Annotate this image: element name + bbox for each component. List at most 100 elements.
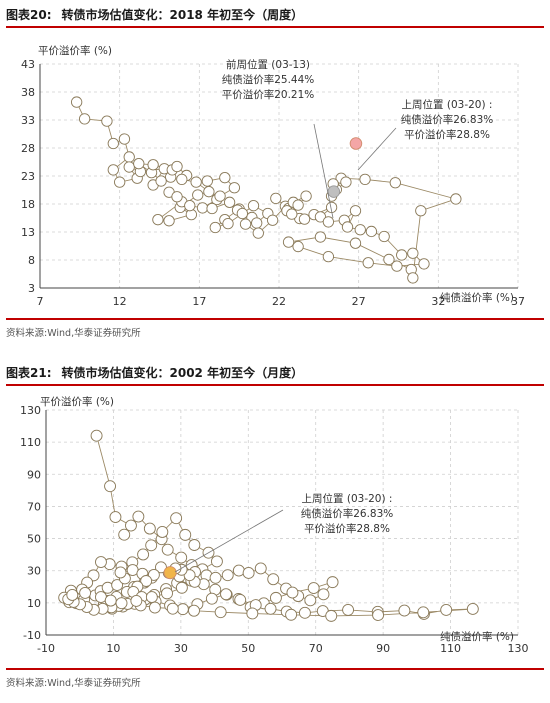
data-point <box>70 96 83 108</box>
data-point <box>183 569 196 582</box>
y-tick-label: 50 <box>27 533 41 546</box>
data-point <box>145 591 158 604</box>
x-tick-label: 50 <box>241 642 255 655</box>
x-tick-label: 17 <box>192 295 206 308</box>
x-tick-label: 37 <box>511 295 525 308</box>
data-point <box>341 221 354 233</box>
y-tick-label: 18 <box>21 198 35 211</box>
data-point <box>322 216 335 228</box>
annotation-text: 上周位置 (03-20) : <box>402 98 493 111</box>
data-point <box>155 175 167 187</box>
annotation-text: 平价溢价率28.8% <box>404 128 490 141</box>
data-point <box>104 594 117 607</box>
data-point <box>349 205 362 217</box>
data-point <box>239 218 252 230</box>
data-point <box>190 176 202 188</box>
data-point <box>450 193 462 205</box>
highlight-last-week-point <box>349 137 363 150</box>
data-point <box>466 603 479 615</box>
data-point <box>354 224 366 236</box>
data-point <box>179 528 192 541</box>
data-point <box>104 480 117 493</box>
x-tick-label: 30 <box>174 642 188 655</box>
data-point <box>317 588 330 601</box>
data-point <box>171 191 183 203</box>
figure-20-source: 资料来源:Wind,华泰证券研究所 <box>6 328 141 339</box>
data-point <box>214 606 227 619</box>
data-point <box>114 176 126 188</box>
data-point <box>285 608 298 621</box>
figure-20-title: 转债市场估值变化：2018 年初至今（周度） <box>61 8 304 22</box>
annotation-text: 平价溢价率20.21% <box>222 88 315 101</box>
figure-20-caption: 图表20: 转债市场估值变化：2018 年初至今（周度） <box>6 6 303 23</box>
data-point <box>209 571 222 584</box>
data-point <box>137 548 150 561</box>
data-point <box>264 602 277 615</box>
data-point <box>242 567 255 579</box>
y-tick-label: 13 <box>21 226 35 239</box>
data-point <box>292 240 304 253</box>
data-point <box>251 217 263 229</box>
annotation-text: 前周位置 (03-13) <box>226 58 310 71</box>
data-point <box>125 519 137 532</box>
annotation-text: 平价溢价率28.8% <box>304 522 390 535</box>
figure-21-header: 图表21: 转债市场估值变化：2002 年初至今（月度） <box>6 362 544 386</box>
data-point <box>246 607 259 620</box>
data-point <box>161 543 174 556</box>
figure-21-footer: 资料来源:Wind,华泰证券研究所 <box>6 668 544 689</box>
data-point <box>254 562 267 575</box>
data-point <box>304 594 317 607</box>
data-point <box>407 272 419 284</box>
data-point <box>340 176 352 188</box>
x-tick-label: 12 <box>113 295 127 308</box>
x-tick-label: 32 <box>431 295 445 308</box>
data-point <box>118 133 131 145</box>
data-point <box>133 158 145 170</box>
data-point <box>269 591 282 604</box>
x-tick-label: 7 <box>37 295 44 308</box>
data-point <box>236 207 249 220</box>
data-point <box>209 221 221 234</box>
y-tick-label: 130 <box>20 404 41 417</box>
data-point <box>66 589 79 601</box>
data-point <box>221 569 234 582</box>
data-point <box>203 186 215 198</box>
x-tick-label: 110 <box>440 642 461 655</box>
data-point <box>252 227 264 239</box>
y-tick-label: 10 <box>27 597 41 610</box>
data-point <box>286 586 299 599</box>
data-point <box>111 579 124 591</box>
x-axis-title: 纯债溢价率 (%) <box>440 630 514 643</box>
y-tick-label: 90 <box>27 468 41 481</box>
data-point <box>307 582 320 595</box>
y-tick-label: 23 <box>21 170 35 183</box>
data-point <box>228 182 241 194</box>
annotation-text: 纯债溢价率26.83% <box>401 113 494 126</box>
data-point <box>326 576 339 589</box>
data-point <box>123 161 135 173</box>
data-point <box>220 588 232 601</box>
data-point <box>267 573 280 586</box>
y-tick-label: 33 <box>21 114 35 127</box>
data-point <box>440 603 453 616</box>
data-point <box>147 568 160 581</box>
data-point <box>391 260 403 272</box>
data-point <box>95 556 107 568</box>
data-point <box>298 606 311 619</box>
data-point <box>114 566 127 579</box>
data-point <box>176 173 188 186</box>
annotation-text: 纯债溢价率26.83% <box>301 507 394 520</box>
data-point <box>349 237 362 249</box>
highlight-last-week-point <box>163 566 177 580</box>
data-point <box>196 202 209 214</box>
x-tick-label: 27 <box>352 295 366 308</box>
data-point <box>247 200 260 212</box>
figure-20-label: 图表20: <box>6 8 52 22</box>
data-point <box>175 551 188 564</box>
data-point <box>148 601 161 614</box>
data-point <box>115 597 128 610</box>
data-point <box>90 429 103 442</box>
y-tick-label: 3 <box>28 282 35 295</box>
